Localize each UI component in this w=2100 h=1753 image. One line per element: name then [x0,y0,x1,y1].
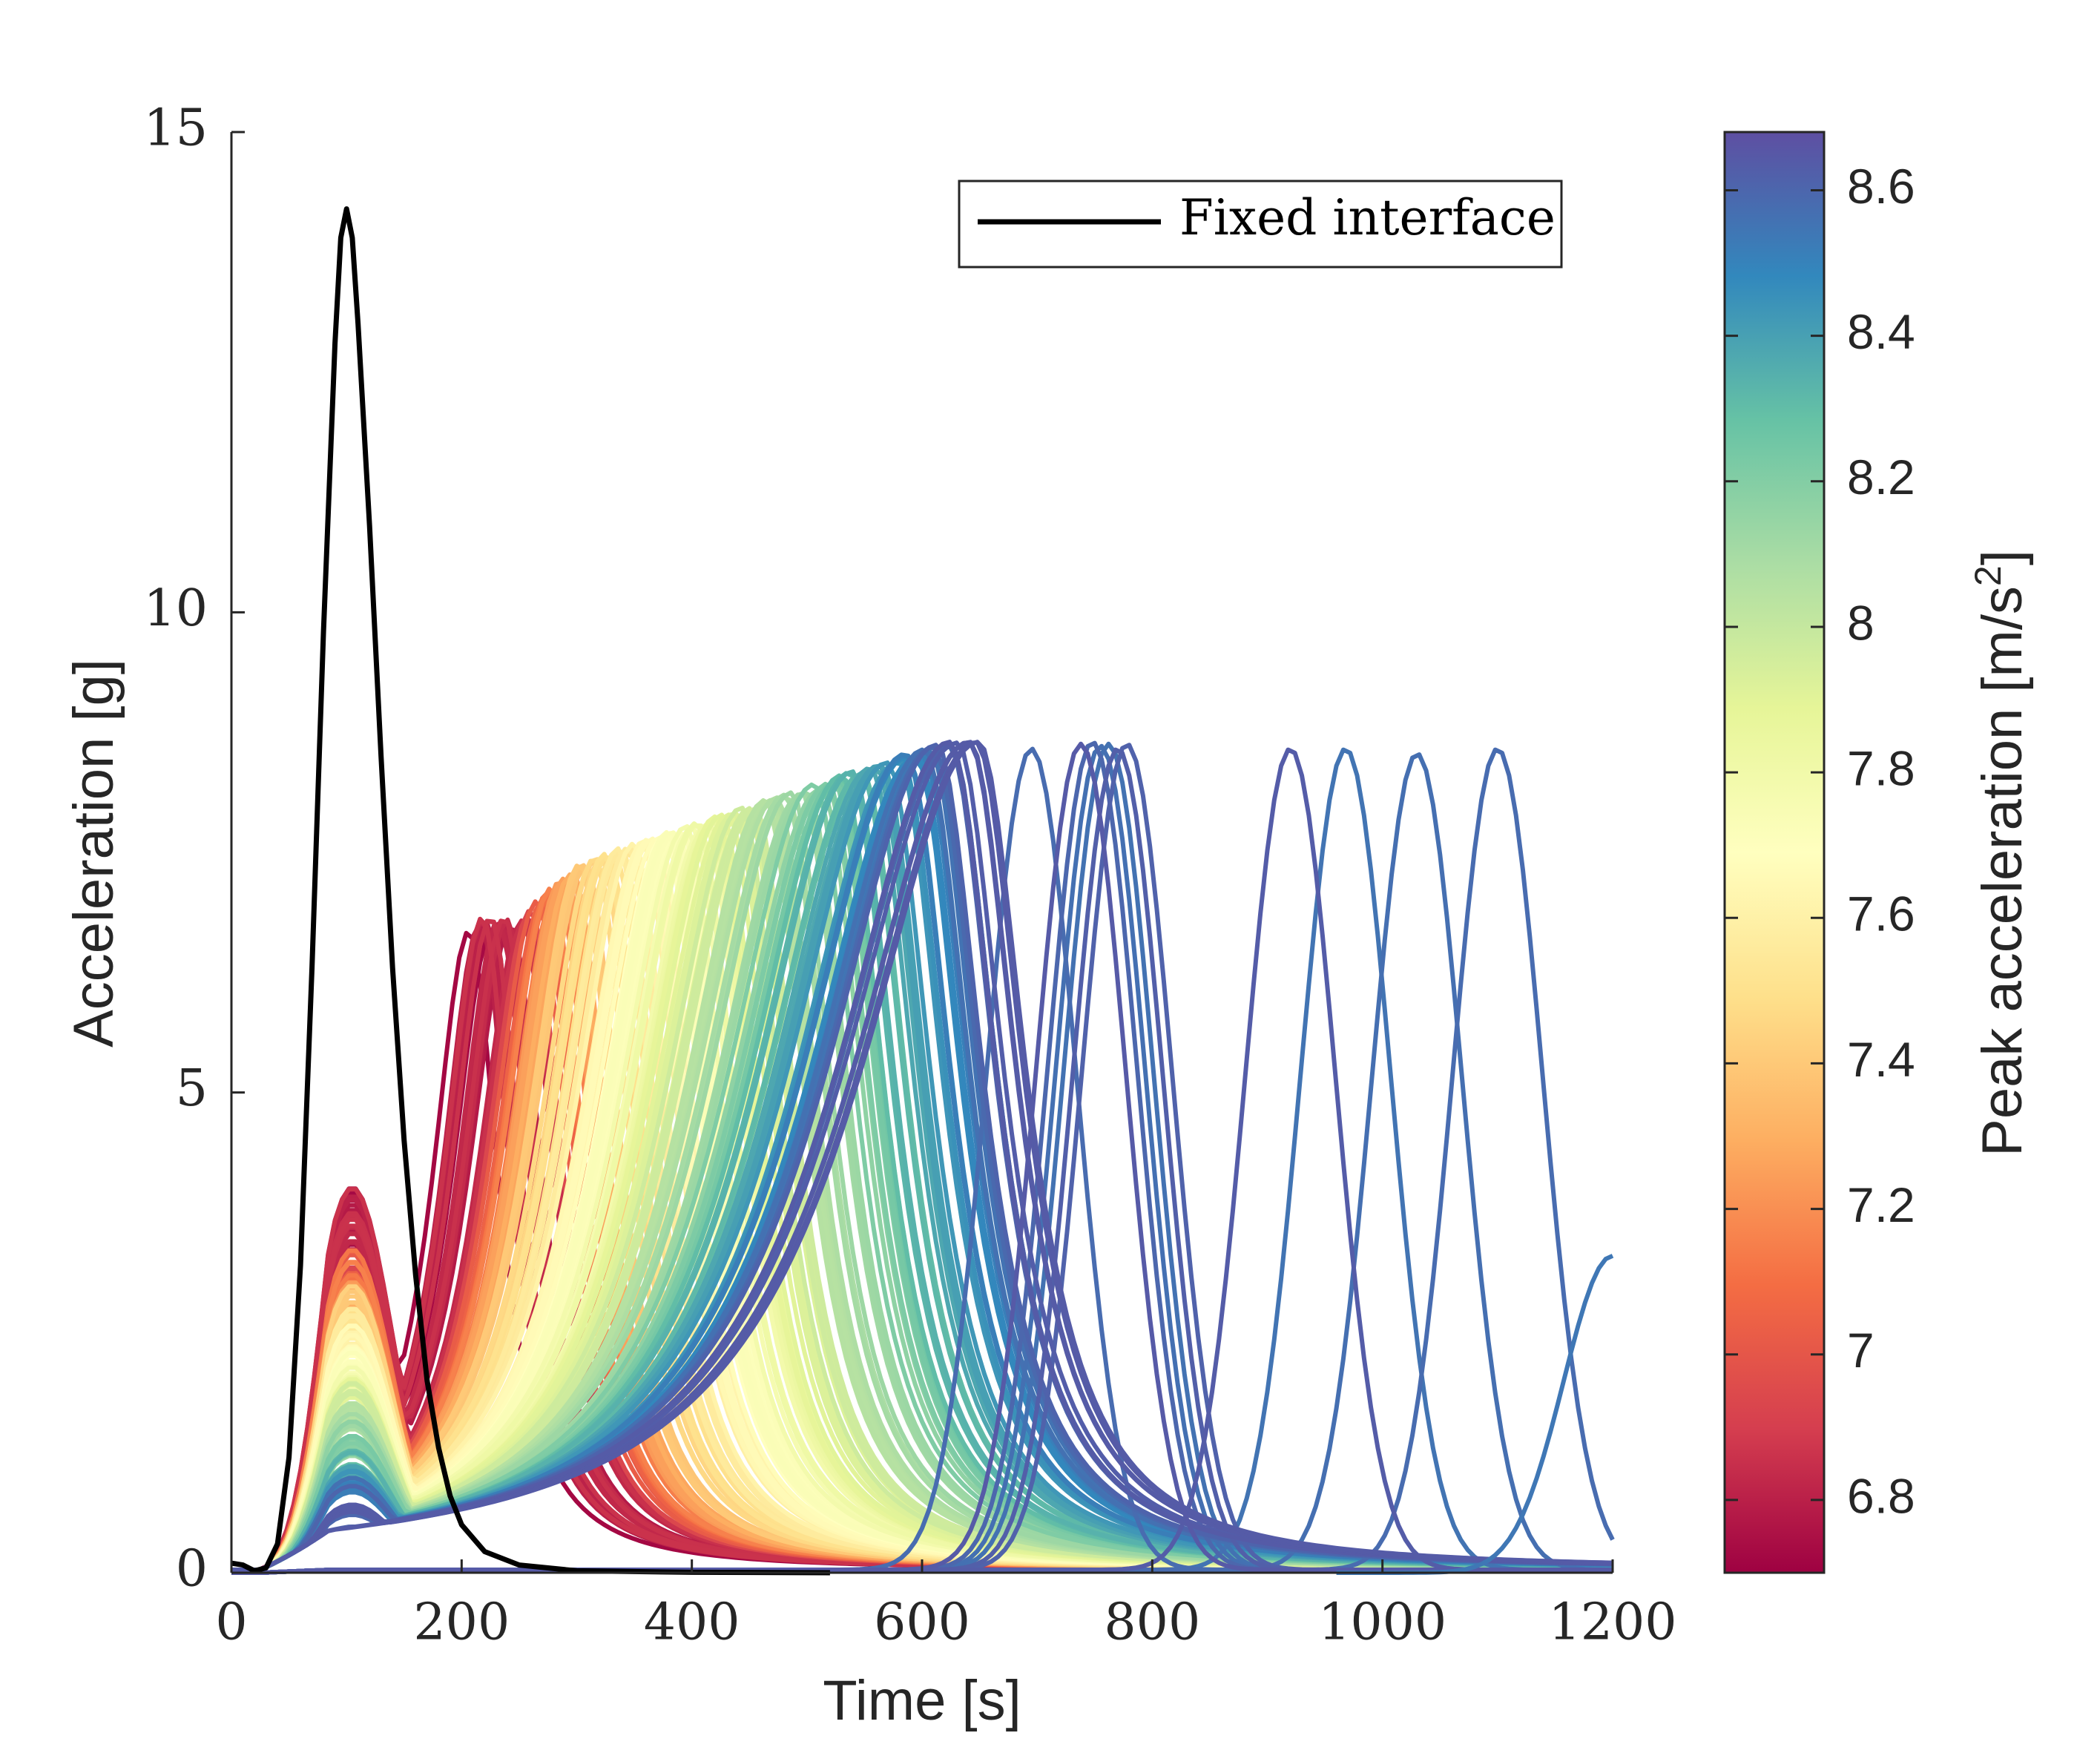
x-tick-label: 400 [644,1594,740,1652]
x-tick-label: 600 [874,1594,970,1652]
colorbar-tick-label: 6.8 [1847,1468,1915,1523]
x-tick-label: 0 [215,1594,247,1652]
colorbar-label-sup: 2 [1967,565,2009,586]
legend-label-fixed-interface: Fixed interface [1179,189,1556,246]
colorbar-tick-label: 8.4 [1847,304,1915,359]
y-ticks: 0 5 10 15 [143,99,245,1599]
fixed-interface-line-group [231,206,830,1576]
y-tick-label: 10 [143,579,208,638]
colorbar-tick-label: 7.2 [1847,1177,1915,1232]
colorbar-tick-label: 7.6 [1847,887,1915,941]
x-tick-label: 200 [413,1594,510,1652]
x-tick-label: 800 [1104,1594,1200,1652]
y-tick-label: 15 [143,99,208,158]
y-axis-label: Acceleration [g] [62,659,125,1047]
legend: Fixed interface [958,180,1563,269]
colorbar-tick-label: 8 [1847,595,1874,650]
x-ticks: 0 200 400 600 800 1000 1200 [215,1559,1677,1652]
fixed-interface-line [231,206,830,1576]
colorbar-tick-label: 7.8 [1847,741,1915,796]
colorbar-tick-label: 8.2 [1847,450,1915,504]
y-tick-label: 0 [176,1540,208,1599]
colorbar-frame [1723,131,1826,1574]
y-tick-label: 5 [176,1059,208,1118]
x-axis-label: Time [s] [823,1669,1021,1732]
x-tick-label: 1200 [1548,1594,1676,1652]
colorbar-tick-label: 7 [1847,1323,1874,1378]
x-tick-label: 1000 [1318,1594,1446,1652]
colorbar-gradient [1725,132,1824,1573]
colorbar-ticks: 6.8 7 7.2 7.4 7.6 7.8 8 8.2 8.4 8.6 [1725,159,1915,1523]
colorbar-tick-label: 7.4 [1847,1032,1915,1087]
colorbar-label-main: Peak acceleration [m/s [1971,586,2034,1157]
colorbar-tick-label: 8.6 [1847,159,1915,214]
pulse-series-line [1336,1254,1614,1575]
colorbar-label-close: ] [1971,550,2034,565]
colorbar: 6.8 7 7.2 7.4 7.6 7.8 8 8.2 8.4 8.6 Peak accelera… [1723,131,2034,1574]
colorbar-label: Peak acceleration [m/s2] [1967,550,2034,1157]
pulse-series-line [231,740,1613,1573]
